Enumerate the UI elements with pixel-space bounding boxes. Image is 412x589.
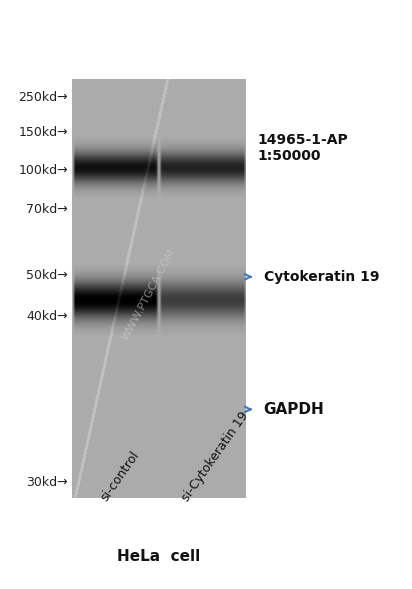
Text: 30kd→: 30kd→: [26, 477, 68, 489]
Text: si-control: si-control: [98, 449, 143, 504]
Text: WWW.PTGCA.COM: WWW.PTGCA.COM: [120, 247, 177, 342]
Text: 14965-1-AP
1:50000: 14965-1-AP 1:50000: [258, 133, 348, 163]
Text: Cytokeratin 19: Cytokeratin 19: [264, 270, 379, 284]
Text: 150kd→: 150kd→: [19, 126, 68, 139]
Text: GAPDH: GAPDH: [264, 402, 324, 417]
Text: 100kd→: 100kd→: [19, 164, 68, 177]
Text: 40kd→: 40kd→: [26, 310, 68, 323]
Text: 70kd→: 70kd→: [26, 203, 68, 216]
Text: HeLa  cell: HeLa cell: [117, 549, 200, 564]
Text: 250kd→: 250kd→: [19, 91, 68, 104]
Text: 50kd→: 50kd→: [26, 269, 68, 282]
Text: si-Cytokeratin 19: si-Cytokeratin 19: [179, 409, 250, 504]
